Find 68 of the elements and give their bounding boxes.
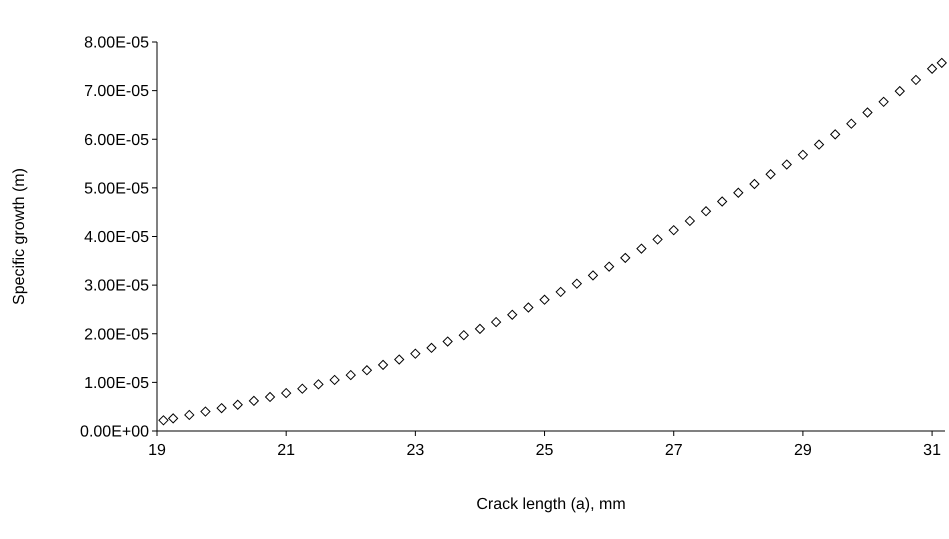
point: [491, 317, 502, 328]
point: [927, 64, 938, 74]
point: [216, 403, 227, 414]
point: [830, 129, 840, 140]
point: [862, 108, 872, 118]
y-axis-title: Specific growth (m): [11, 168, 28, 305]
y-tick-label: 3.00E-05: [84, 278, 150, 295]
x-tick-label: 21: [277, 442, 296, 459]
point: [733, 188, 744, 198]
point: [507, 310, 518, 320]
y-tick-label: 4.00E-05: [84, 229, 150, 246]
point: [330, 374, 340, 385]
point: [297, 384, 308, 394]
point: [184, 410, 194, 420]
point: [540, 294, 550, 305]
point: [394, 354, 404, 365]
point: [281, 388, 292, 398]
x-tick-label: 25: [536, 442, 554, 459]
point: [523, 302, 534, 312]
x-axis-title: Crack length (a), mm: [476, 496, 626, 513]
point: [200, 406, 210, 417]
point: [474, 324, 485, 334]
point: [248, 396, 259, 406]
x-tick-label: 19: [148, 442, 166, 459]
point: [378, 360, 388, 370]
point: [894, 86, 905, 96]
point: [910, 74, 921, 85]
y-tick-label: 0.00E+00: [80, 424, 150, 441]
y-tick-label: 8.00E-05: [84, 34, 150, 52]
y-tick-label: 7.00E-05: [84, 83, 150, 100]
point: [442, 336, 453, 347]
x-tick-label: 29: [794, 442, 812, 459]
point: [636, 244, 646, 254]
point: [572, 278, 582, 289]
y-tick-label: 2.00E-05: [84, 326, 150, 344]
point: [604, 262, 614, 272]
point: [458, 330, 469, 340]
point: [798, 150, 808, 160]
point: [362, 365, 372, 376]
point: [936, 58, 947, 68]
x-tick-label: 27: [664, 442, 683, 459]
point: [620, 252, 630, 263]
point: [588, 270, 598, 280]
x-tick-label: 23: [406, 442, 424, 459]
point: [684, 216, 695, 226]
point: [265, 392, 276, 402]
point: [168, 413, 178, 424]
point: [232, 400, 243, 410]
point: [701, 206, 712, 216]
point: [814, 140, 824, 150]
point: [556, 286, 566, 297]
point: [766, 169, 776, 180]
point: [668, 225, 679, 236]
y-tick-label: 5.00E-05: [84, 180, 150, 198]
y-tick-label: 6.00E-05: [84, 132, 150, 149]
y-tick-label: 1.00E-05: [84, 374, 150, 392]
point: [346, 370, 356, 380]
point: [313, 379, 324, 390]
point: [158, 415, 168, 426]
point: [749, 178, 760, 189]
point: [717, 196, 728, 206]
point: [846, 118, 856, 129]
point: [652, 234, 663, 244]
point: [410, 348, 420, 359]
point: [782, 160, 792, 170]
point: [878, 96, 889, 107]
x-tick-label: 31: [923, 442, 942, 459]
point: [426, 342, 437, 353]
